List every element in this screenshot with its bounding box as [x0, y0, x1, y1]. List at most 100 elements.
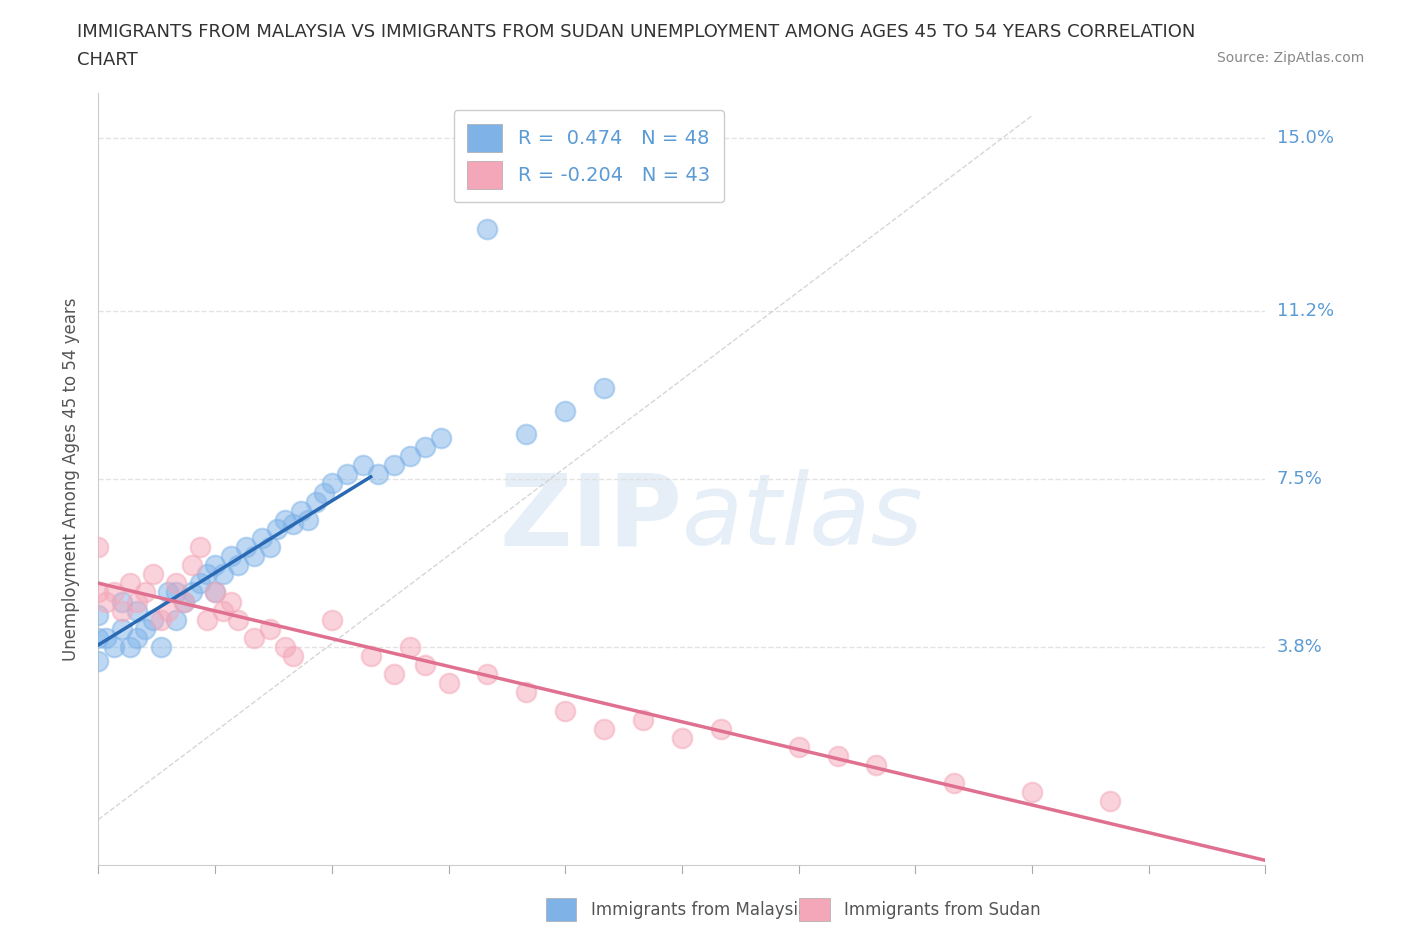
Point [87, 631, 110, 645]
Point [165, 576, 187, 591]
Point [281, 517, 304, 532]
Text: ZIP: ZIP [499, 469, 682, 566]
Point [204, 585, 226, 600]
Point [593, 380, 616, 395]
Point [352, 458, 374, 472]
Text: 15.0%: 15.0% [1277, 129, 1333, 148]
Point [943, 776, 966, 790]
Point [118, 640, 141, 655]
Point [127, 594, 149, 609]
Text: atlas: atlas [682, 469, 924, 566]
Point [212, 604, 235, 618]
Point [142, 567, 165, 582]
Point [204, 558, 226, 573]
Point [477, 221, 499, 236]
Text: 3.8%: 3.8% [1277, 638, 1322, 656]
Point [477, 667, 499, 682]
Point [243, 631, 266, 645]
Text: 11.2%: 11.2% [1277, 302, 1334, 320]
Point [157, 604, 180, 618]
Text: CHART: CHART [77, 51, 138, 69]
Point [429, 431, 451, 445]
Point [360, 648, 382, 663]
Legend: R =  0.474   N = 48, R = -0.204   N = 43: R = 0.474 N = 48, R = -0.204 N = 43 [454, 111, 724, 203]
Point [297, 512, 319, 527]
Point [134, 621, 156, 636]
Text: Immigrants from Malaysia: Immigrants from Malaysia [591, 900, 807, 919]
Text: IMMIGRANTS FROM MALAYSIA VS IMMIGRANTS FROM SUDAN UNEMPLOYMENT AMONG AGES 45 TO : IMMIGRANTS FROM MALAYSIA VS IMMIGRANTS F… [77, 23, 1195, 41]
Point [157, 585, 180, 600]
Point [593, 722, 616, 737]
Point [1021, 785, 1043, 800]
Point [367, 467, 389, 482]
Point [398, 640, 420, 655]
Point [127, 631, 149, 645]
Y-axis label: Unemployment Among Ages 45 to 54 years: Unemployment Among Ages 45 to 54 years [62, 298, 80, 660]
Point [250, 530, 273, 545]
Point [134, 585, 156, 600]
Point [87, 607, 110, 622]
Point [312, 485, 335, 500]
Point [180, 585, 202, 600]
Point [165, 585, 187, 600]
Point [321, 476, 343, 491]
Point [305, 494, 328, 509]
Point [865, 758, 887, 773]
Text: 7.5%: 7.5% [1277, 470, 1323, 488]
Point [228, 558, 250, 573]
Point [118, 576, 141, 591]
Point [259, 539, 281, 554]
Point [259, 621, 281, 636]
Point [274, 512, 297, 527]
Point [212, 567, 235, 582]
Point [96, 594, 118, 609]
Point [180, 558, 202, 573]
Point [149, 612, 172, 627]
Point [195, 567, 218, 582]
Point [219, 549, 242, 564]
Point [111, 621, 134, 636]
Point [219, 594, 242, 609]
Point [437, 676, 460, 691]
Point [111, 604, 134, 618]
Point [188, 539, 211, 554]
Point [281, 648, 304, 663]
Point [413, 440, 436, 455]
Point [827, 749, 849, 764]
Point [515, 426, 537, 441]
Point [274, 640, 297, 655]
Point [111, 594, 134, 609]
Point [103, 640, 125, 655]
Point [87, 539, 110, 554]
Point [413, 658, 436, 672]
Text: Immigrants from Sudan: Immigrants from Sudan [844, 900, 1040, 919]
Point [87, 653, 110, 668]
Point [149, 640, 172, 655]
Point [204, 585, 226, 600]
Point [290, 503, 312, 518]
Point [382, 458, 405, 472]
Point [554, 404, 576, 418]
Text: Source: ZipAtlas.com: Source: ZipAtlas.com [1216, 51, 1364, 65]
Point [243, 549, 266, 564]
Point [710, 722, 733, 737]
Point [165, 612, 187, 627]
Point [127, 604, 149, 618]
Point [787, 739, 810, 754]
Point [235, 539, 257, 554]
Point [142, 612, 165, 627]
Point [515, 684, 537, 699]
Point [103, 585, 125, 600]
Point [671, 730, 693, 745]
Point [1098, 794, 1121, 809]
Point [266, 522, 288, 537]
Point [188, 576, 211, 591]
Point [554, 703, 576, 718]
Point [195, 612, 218, 627]
Point [336, 467, 359, 482]
Point [228, 612, 250, 627]
Point [87, 585, 110, 600]
Point [321, 612, 343, 627]
Point [631, 712, 654, 727]
Point [382, 667, 405, 682]
